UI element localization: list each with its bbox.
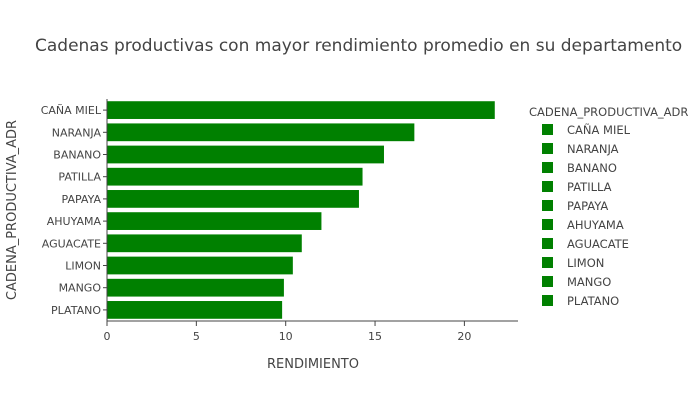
legend-swatch <box>542 295 553 306</box>
legend-item-patilla[interactable]: PATILLA <box>542 180 612 194</box>
x-axis-title: RENDIMIENTO <box>267 357 359 372</box>
bar-limon[interactable] <box>107 256 293 275</box>
legend-item-caña-miel[interactable]: CAÑA MIEL <box>542 122 631 137</box>
legend-title: CADENA_PRODUCTIVA_ADR <box>529 105 688 119</box>
legend-item-mango[interactable]: MANGO <box>542 275 611 289</box>
y-tick-label: AHUYAMA <box>47 215 102 228</box>
y-tick-label: PLATANO <box>51 304 101 317</box>
chart-title: Cadenas productivas con mayor rendimient… <box>35 36 682 56</box>
legend-item-naranja[interactable]: NARANJA <box>542 142 619 156</box>
legend-swatch <box>542 219 553 230</box>
x-tick-labels: 0 5 10 15 20 <box>104 321 471 343</box>
y-tick-label: PATILLA <box>58 171 101 184</box>
bar-naranja[interactable] <box>107 123 415 142</box>
bar-mango[interactable] <box>107 278 284 297</box>
legend-swatch <box>542 238 553 249</box>
bar-aguacate[interactable] <box>107 234 302 253</box>
legend-item-aguacate[interactable]: AGUACATE <box>542 237 629 251</box>
legend-swatch <box>542 181 553 192</box>
bar-papaya[interactable] <box>107 190 359 208</box>
legend-item-banano[interactable]: BANANO <box>542 161 617 175</box>
legend-swatch <box>542 124 553 135</box>
legend-label: CAÑA MIEL <box>567 122 631 137</box>
legend-items[interactable]: CAÑA MIEL NARANJA BANANO PATILLA PAPAYA AHUYA… <box>542 122 631 308</box>
bar-patilla[interactable] <box>107 167 363 186</box>
legend-label: PLATANO <box>567 294 619 308</box>
y-tick-label: BANANO <box>53 149 101 162</box>
x-tick-label: 10 <box>279 330 293 343</box>
y-tick-label: PAPAYA <box>62 193 102 206</box>
legend-item-limon[interactable]: LIMON <box>542 256 604 270</box>
legend[interactable]: CADENA_PRODUCTIVA_ADR CAÑA MIEL NARANJA BA… <box>529 105 688 308</box>
legend-label: MANGO <box>567 275 611 289</box>
y-tick-label: LIMON <box>65 260 101 273</box>
bars-group <box>107 101 495 319</box>
x-tick-label: 15 <box>368 330 382 343</box>
legend-label: NARANJA <box>567 142 619 156</box>
y-tick-label: AGUACATE <box>42 237 101 250</box>
legend-label: PATILLA <box>567 180 612 194</box>
y-tick-label: CAÑA MIEL <box>41 104 102 117</box>
bar-banano[interactable] <box>107 145 384 164</box>
x-tick-label: 0 <box>104 330 111 343</box>
legend-swatch <box>542 200 553 211</box>
y-tick-label: NARANJA <box>52 126 102 139</box>
legend-label: AGUACATE <box>567 237 629 251</box>
legend-swatch <box>542 162 553 173</box>
bar-caña-miel[interactable] <box>107 101 495 119</box>
bar-ahuyama[interactable] <box>107 212 322 230</box>
legend-item-platano[interactable]: PLATANO <box>542 294 619 308</box>
y-tick-label: MANGO <box>59 282 102 295</box>
legend-swatch <box>542 276 553 287</box>
y-tick-labels: CAÑA MIEL NARANJA BANANO PATILLA PAPAYA AHUYA… <box>41 104 107 317</box>
legend-label: LIMON <box>567 256 604 270</box>
legend-item-papaya[interactable]: PAPAYA <box>542 199 608 213</box>
legend-swatch <box>542 143 553 154</box>
bar-platano[interactable] <box>107 301 283 319</box>
y-axis-title: CADENA_PRODUCTIVA_ADR <box>5 120 20 300</box>
x-tick-label: 20 <box>457 330 471 343</box>
legend-label: BANANO <box>567 161 617 175</box>
legend-label: PAPAYA <box>567 199 608 213</box>
legend-item-ahuyama[interactable]: AHUYAMA <box>542 218 624 232</box>
legend-swatch <box>542 257 553 268</box>
legend-label: AHUYAMA <box>567 218 624 232</box>
x-tick-label: 5 <box>193 330 200 343</box>
